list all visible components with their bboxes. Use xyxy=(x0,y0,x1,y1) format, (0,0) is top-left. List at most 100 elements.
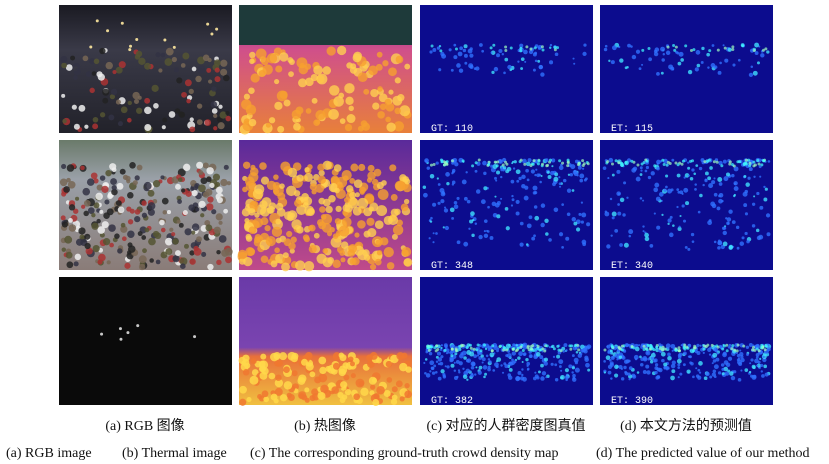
texture-dot xyxy=(432,202,437,207)
texture-dot xyxy=(344,388,352,396)
texture-dot xyxy=(427,346,431,350)
texture-dot xyxy=(526,364,529,367)
gt-label: GT: 382 xyxy=(431,396,473,407)
texture-dot xyxy=(558,165,564,171)
texture-dot xyxy=(477,370,482,375)
texture-dot xyxy=(713,364,719,370)
texture-dot xyxy=(59,178,68,187)
texture-dot xyxy=(223,208,228,214)
texture-dot xyxy=(215,186,223,194)
texture-dot xyxy=(117,206,125,214)
texture-dot xyxy=(298,391,307,400)
texture-dot xyxy=(692,48,696,52)
texture-dot xyxy=(677,363,681,367)
texture-dot xyxy=(109,94,116,100)
texture-dot xyxy=(221,249,229,257)
texture-dot xyxy=(436,351,442,356)
texture-dot xyxy=(106,29,110,33)
image-texture xyxy=(59,19,772,406)
texture-dot xyxy=(631,373,636,378)
texture-dot xyxy=(760,370,763,373)
texture-dot xyxy=(571,354,575,358)
texture-dot xyxy=(746,353,749,356)
texture-dot xyxy=(530,347,534,351)
texture-dot xyxy=(110,88,118,96)
texture-dot xyxy=(606,160,610,164)
texture-dot xyxy=(728,244,734,250)
texture-dot xyxy=(685,201,690,206)
texture-dot xyxy=(443,348,447,352)
texture-dot xyxy=(332,233,339,239)
texture-dot xyxy=(347,249,356,257)
texture-dot xyxy=(399,396,405,402)
texture-dot xyxy=(624,343,629,348)
texture-dot xyxy=(205,224,213,232)
texture-dot xyxy=(757,360,761,364)
texture-dot xyxy=(726,217,732,222)
texture-dot xyxy=(691,240,695,243)
texture-dot xyxy=(189,258,196,265)
texture-dot xyxy=(141,235,147,240)
texture-dot xyxy=(93,58,100,65)
texture-dot xyxy=(709,346,713,350)
texture-dot xyxy=(374,220,384,230)
texture-dot xyxy=(322,66,332,75)
texture-dot xyxy=(177,168,186,177)
texture-dot xyxy=(93,202,100,209)
texture-dot xyxy=(494,195,497,198)
texture-dot xyxy=(575,227,581,232)
texture-dot xyxy=(733,181,738,186)
texture-dot xyxy=(504,348,508,352)
texture-dot xyxy=(675,50,678,54)
texture-dot xyxy=(270,393,278,401)
texture-dot xyxy=(340,381,348,389)
texture-dot xyxy=(136,324,140,328)
texture-dot xyxy=(305,362,314,371)
texture-dot xyxy=(570,164,576,170)
texture-dot xyxy=(493,160,497,164)
texture-dot xyxy=(367,164,375,172)
texture-dot xyxy=(553,48,557,52)
texture-dot xyxy=(730,347,734,351)
texture-dot xyxy=(607,350,611,354)
texture-dot xyxy=(731,220,736,225)
texture-dot xyxy=(580,201,584,204)
texture-dot xyxy=(128,48,132,52)
density-map xyxy=(600,5,773,133)
texture-dot xyxy=(489,352,495,358)
texture-dot xyxy=(193,245,199,252)
texture-dot xyxy=(745,345,750,349)
texture-dot xyxy=(340,257,346,263)
texture-dot xyxy=(708,183,714,189)
texture-dot xyxy=(713,192,718,197)
texture-dot xyxy=(311,388,319,396)
texture-dot xyxy=(160,251,168,259)
texture-dot xyxy=(623,359,629,364)
texture-dot xyxy=(533,205,538,209)
texture-dot xyxy=(737,357,741,360)
texture-dot xyxy=(723,360,729,365)
texture-dot xyxy=(678,51,684,57)
texture-dot xyxy=(554,52,559,57)
texture-dot xyxy=(676,188,680,191)
texture-dot xyxy=(663,365,667,370)
texture-dot xyxy=(165,47,174,56)
texture-dot xyxy=(619,197,625,203)
texture-dot xyxy=(291,352,299,360)
texture-dot xyxy=(340,241,349,249)
texture-dot xyxy=(563,343,568,348)
texture-dot xyxy=(748,343,753,348)
texture-dot xyxy=(525,45,529,49)
texture-dot xyxy=(513,160,517,164)
texture-dot xyxy=(138,57,146,65)
texture-dot xyxy=(474,169,478,173)
texture-dot xyxy=(104,199,110,205)
texture-dot xyxy=(702,183,705,187)
texture-dot xyxy=(530,169,535,174)
texture-dot xyxy=(556,344,560,348)
texture-dot xyxy=(439,188,445,194)
texture-dot xyxy=(642,370,647,374)
texture-dot xyxy=(127,219,134,225)
texture-dot xyxy=(396,219,404,227)
texture-dot xyxy=(622,213,626,217)
